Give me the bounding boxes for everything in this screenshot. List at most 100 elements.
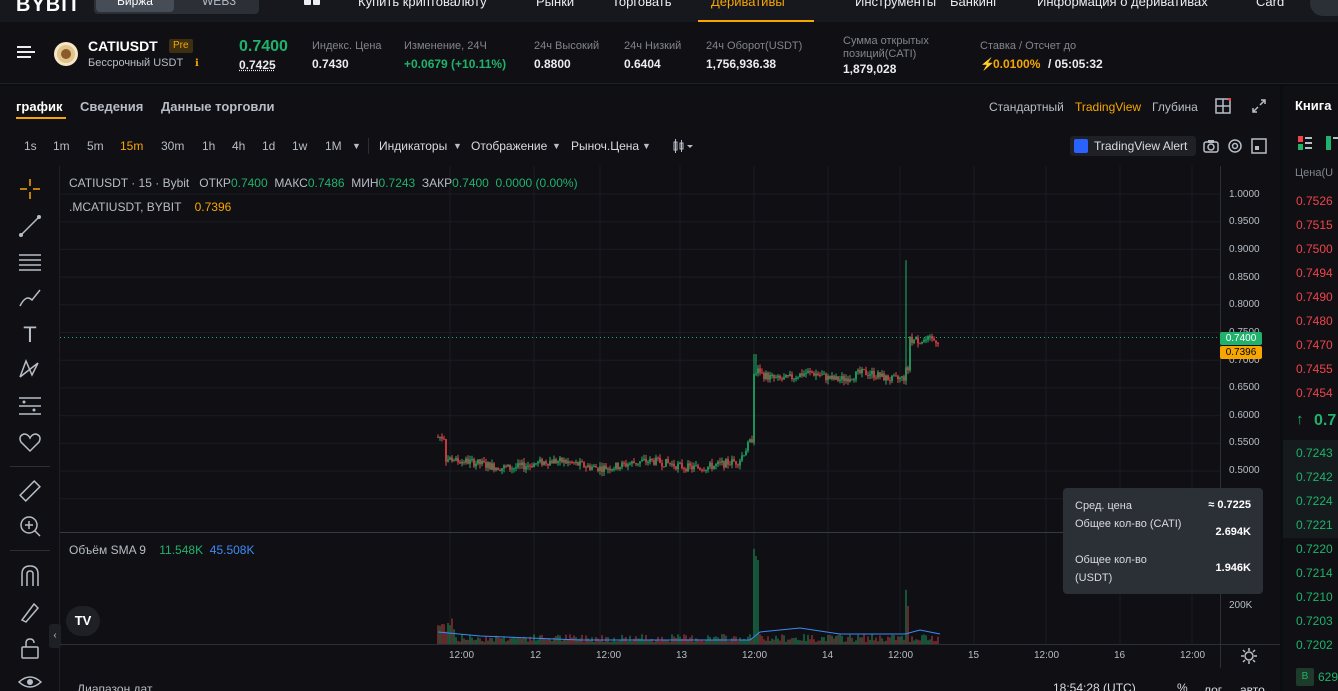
info-icon[interactable]: ℹ — [195, 58, 199, 69]
ask-price[interactable]: 0.7455 — [1296, 362, 1333, 376]
tf-1h[interactable]: 1h — [202, 139, 216, 153]
apps-grid-icon[interactable] — [303, 0, 321, 6]
nav-trade[interactable]: Торговать — [612, 0, 672, 9]
mark-price[interactable]: 0.7425 — [239, 58, 276, 72]
tf-1M[interactable]: 1M — [325, 139, 342, 153]
orderbook-title[interactable]: Книга — [1295, 98, 1332, 113]
orderbook-both-icon[interactable] — [1298, 136, 1312, 153]
fullscreen-icon[interactable] — [1251, 98, 1267, 117]
view-tradingview[interactable]: TradingView — [1075, 100, 1142, 114]
prediction-icon[interactable] — [18, 394, 42, 418]
magnet-icon[interactable] — [18, 564, 42, 588]
eye-icon[interactable] — [17, 670, 43, 691]
ask-price[interactable]: 0.7526 — [1296, 194, 1333, 208]
indicators-menu[interactable]: Индикаторы — [379, 139, 448, 153]
ask-price[interactable]: 0.7470 — [1296, 338, 1333, 352]
volume-bar — [575, 637, 577, 644]
ruler-icon[interactable] — [18, 479, 42, 503]
ask-price[interactable]: 0.7494 — [1296, 266, 1333, 280]
layout-grid-icon[interactable] — [1215, 97, 1232, 117]
search-field[interactable] — [1310, 0, 1338, 16]
view-depth[interactable]: Глубина — [1152, 100, 1198, 114]
tf-1m[interactable]: 1m — [53, 139, 70, 153]
ask-price[interactable]: 0.7454 — [1296, 386, 1333, 400]
exchange-web3-switch[interactable]: Биржа WEB3 — [94, 0, 259, 14]
log-toggle[interactable]: лог — [1204, 683, 1223, 691]
tab-info[interactable]: Сведения — [80, 99, 144, 114]
menu-icon[interactable] — [17, 44, 35, 63]
ask-price[interactable]: 0.7515 — [1296, 218, 1333, 232]
bid-price[interactable]: 0.7221 — [1296, 518, 1333, 532]
bid-price[interactable]: 0.7210 — [1296, 590, 1333, 604]
camera-icon[interactable] — [1203, 138, 1219, 157]
tradingview-alert-button[interactable]: TradingView Alert — [1070, 136, 1196, 156]
lock-draw-icon[interactable] — [18, 600, 42, 624]
tf-30m[interactable]: 30m — [161, 139, 185, 153]
bid-price[interactable]: 0.7242 — [1296, 470, 1333, 484]
brush-icon[interactable] — [18, 286, 42, 310]
tool-divider — [10, 466, 50, 467]
market-price-caret-icon[interactable]: ▼ — [642, 141, 651, 151]
nav-buy-crypto[interactable]: Купить криптовалюту — [358, 0, 487, 9]
bid-price[interactable]: 0.7220 — [1296, 542, 1333, 556]
text-tool-icon[interactable]: T — [23, 322, 37, 347]
utc-clock[interactable]: 18:54:28 (UTC) — [1053, 681, 1136, 691]
seg-exchange[interactable]: Биржа — [96, 0, 174, 12]
nav-tools[interactable]: Инструменты — [855, 0, 937, 9]
tf-5m[interactable]: 5m — [87, 139, 104, 153]
date-range-menu[interactable]: Диапазон дат — [77, 682, 153, 691]
seg-web3[interactable]: WEB3 — [201, 0, 236, 8]
tf-1d[interactable]: 1d — [262, 139, 276, 153]
tradingview-logo[interactable]: TV — [66, 606, 100, 636]
tf-15m[interactable]: 15m — [120, 139, 144, 153]
nav-markets[interactable]: Рынки — [536, 0, 575, 9]
timeframe-dropdown-icon[interactable]: ▼ — [352, 141, 361, 151]
volume-bar — [689, 637, 691, 644]
symbol-name[interactable]: CATIUSDT — [88, 38, 158, 54]
indicators-caret-icon[interactable]: ▼ — [453, 141, 462, 151]
view-standard[interactable]: Стандартный — [989, 100, 1064, 114]
bybit-logo[interactable]: BYBIT — [16, 0, 81, 16]
fib-lines-icon[interactable] — [18, 250, 42, 274]
nav-derivatives[interactable]: Деривативы — [711, 0, 785, 9]
heart-icon[interactable] — [18, 430, 42, 454]
auto-toggle[interactable]: авто — [1240, 683, 1265, 691]
axis-settings-icon[interactable] — [1241, 648, 1257, 667]
display-caret-icon[interactable]: ▼ — [552, 141, 561, 151]
ask-price[interactable]: 0.7480 — [1296, 314, 1333, 328]
tf-4h[interactable]: 4h — [232, 139, 246, 153]
crosshair-icon[interactable] — [18, 177, 42, 201]
trendline-icon[interactable] — [18, 214, 42, 238]
volume-bar — [477, 637, 479, 644]
zoom-in-icon[interactable] — [18, 514, 42, 538]
display-menu[interactable]: Отображение — [471, 139, 548, 153]
nav-card[interactable]: Card — [1256, 0, 1285, 9]
lock-icon[interactable] — [18, 636, 42, 660]
candle-type-icon[interactable] — [672, 139, 694, 156]
percent-toggle[interactable]: % — [1177, 681, 1188, 691]
orderbook-bids-icon[interactable] — [1326, 136, 1338, 153]
bid-price[interactable]: 0.7203 — [1296, 614, 1333, 628]
candle-body — [489, 462, 491, 470]
bid-price[interactable]: 0.7214 — [1296, 566, 1333, 580]
ask-price[interactable]: 0.7490 — [1296, 290, 1333, 304]
ask-price[interactable]: 0.7500 — [1296, 242, 1333, 256]
nav-derivatives-info[interactable]: Информация о деривативах — [1037, 0, 1208, 9]
bid-price[interactable]: 0.7243 — [1296, 446, 1333, 460]
bid-price[interactable]: 0.7202 — [1296, 638, 1333, 652]
tab-trading-data[interactable]: Данные торговли — [161, 99, 275, 114]
candlestick-chart[interactable] — [60, 166, 1220, 644]
settings-gear-icon[interactable] — [1227, 138, 1243, 157]
pane-separator[interactable] — [60, 532, 1220, 533]
price-axis[interactable] — [1220, 166, 1278, 644]
expand-icon[interactable] — [1251, 138, 1267, 157]
tab-chart[interactable]: график — [16, 99, 63, 114]
bid-price[interactable]: 0.7224 — [1296, 494, 1333, 508]
tf-1w[interactable]: 1w — [292, 139, 308, 153]
nav-banking[interactable]: Банкинг — [950, 0, 998, 9]
market-price-menu[interactable]: Рыноч.Цена — [571, 139, 640, 153]
open-interest-label: Сумма открытых позиций(CATI) — [843, 35, 929, 60]
collapse-toolbar-icon[interactable]: ‹ — [49, 624, 61, 648]
pattern-icon[interactable] — [18, 357, 42, 381]
tf-1s[interactable]: 1s — [24, 139, 37, 153]
